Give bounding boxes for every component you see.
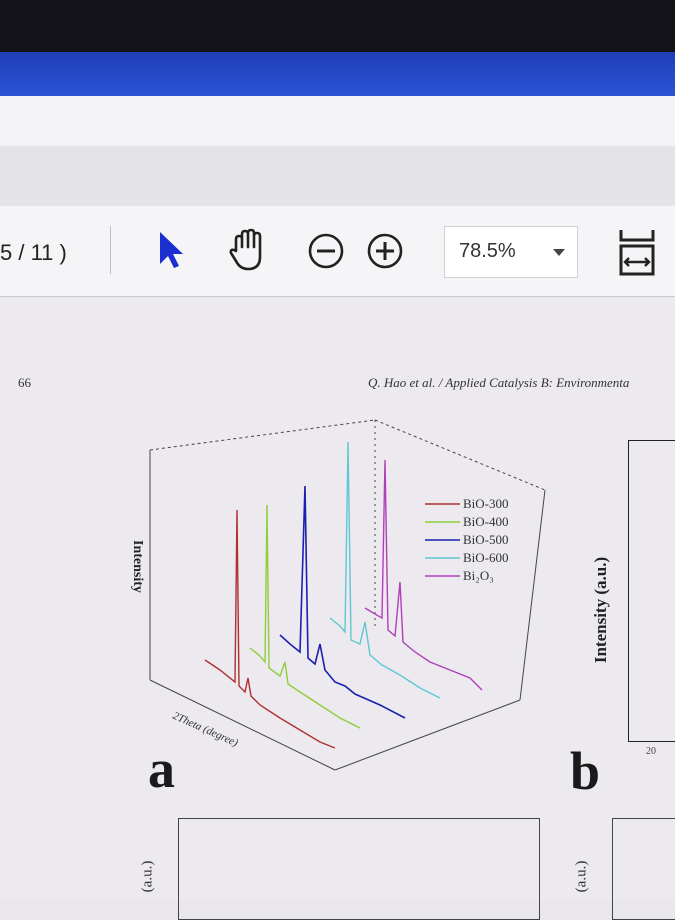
series-bio-400: [249, 504, 361, 729]
zoom-out-icon: [308, 233, 344, 269]
chevron-down-icon: [553, 249, 565, 256]
y-axis-label: Intensity: [130, 540, 145, 593]
zoom-in-button[interactable]: [364, 230, 406, 272]
figure-b-frame: [628, 440, 675, 742]
x-axis-label: 2Theta (degree): [171, 710, 240, 750]
tab-bar: [0, 146, 675, 207]
legend-label-bio-300: BiO-300: [463, 496, 509, 511]
menu-bar: [0, 96, 675, 146]
zoom-level-value: 78.5%: [459, 240, 516, 262]
xrd-3d-plot: BiO-300 BiO-400 BiO-500 BiO-600 Bi₂O₃ In…: [130, 419, 546, 771]
figure-b-y-axis-label: Intensity (a.u.): [591, 556, 611, 664]
hand-tool-button[interactable]: [224, 226, 272, 274]
legend-label-bio-600: BiO-600: [463, 550, 509, 565]
legend-label-bi2o3: Bi₂O₃: [463, 568, 494, 583]
zoom-level-select[interactable]: 78.5%: [444, 226, 578, 278]
series-bio-600: [329, 441, 441, 699]
lower-figure-left-frame: [178, 818, 540, 920]
monitor-bezel: [0, 0, 675, 52]
toolbar-separator: [110, 226, 111, 274]
select-arrow-icon: [160, 232, 183, 268]
plot-legend: BiO-300 BiO-400 BiO-500 BiO-600 Bi₂O₃: [425, 496, 509, 583]
select-tool-button[interactable]: [150, 228, 190, 272]
plot-box-frame: [149, 419, 546, 771]
series-bio-300: [204, 509, 336, 749]
figure-b-x-tick: 20: [646, 746, 656, 757]
zoom-in-icon: [367, 233, 403, 269]
hand-tool-icon: [229, 228, 262, 271]
document-page: [0, 297, 675, 900]
window-titlebar: [0, 52, 675, 96]
panel-letter-a: a: [148, 739, 175, 799]
lower-left-y-axis-label: (a.u.): [139, 860, 156, 893]
legend-label-bio-400: BiO-400: [463, 514, 509, 529]
page-number: 66: [18, 375, 31, 390]
fit-page-icon: [619, 230, 655, 276]
series-bio-500: [279, 485, 406, 719]
lower-right-y-axis-label: (a.u.): [573, 860, 590, 893]
page-count: 5 / 11 ): [0, 240, 67, 265]
series-bi2o3: [364, 459, 483, 691]
legend-label-bio-500: BiO-500: [463, 532, 509, 547]
panel-letter-b: b: [570, 741, 601, 801]
fit-page-button[interactable]: [614, 226, 660, 278]
running-header: Q. Hao et al. / Applied Catalysis B: Env…: [368, 375, 630, 390]
lower-figure-right-frame: [612, 818, 675, 920]
zoom-out-button[interactable]: [305, 230, 347, 272]
